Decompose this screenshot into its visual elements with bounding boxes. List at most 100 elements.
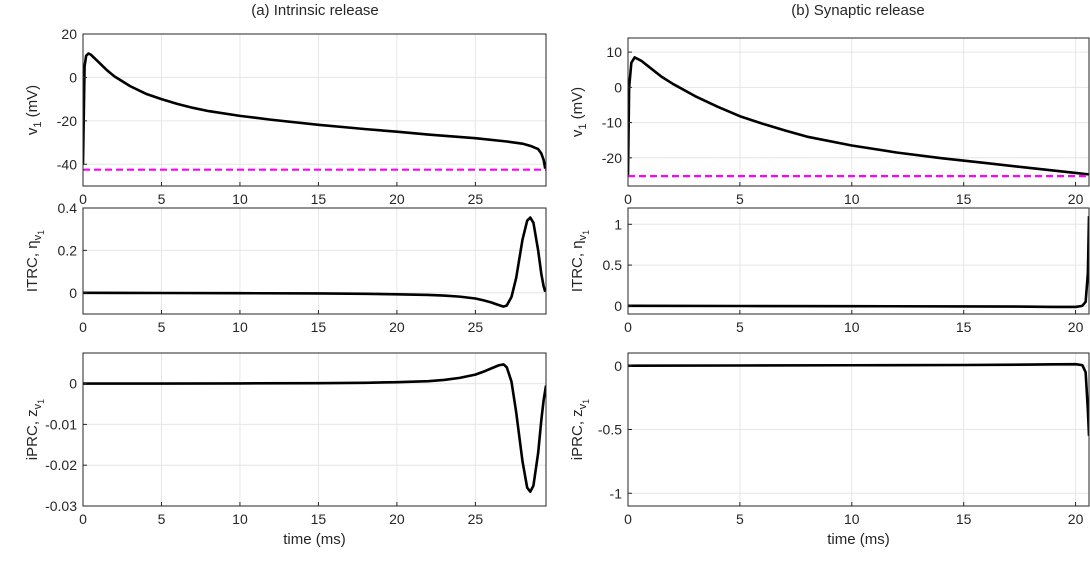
x-tick-label: 15 <box>311 191 327 207</box>
y-axis-label-main: iPRC, z <box>569 409 586 460</box>
x-tick-label: 5 <box>736 191 744 207</box>
y-tick-label: 0 <box>69 285 77 301</box>
x-tick-label: 10 <box>844 511 860 527</box>
y-axis-label-main: v <box>24 127 41 135</box>
x-tick-label: 10 <box>844 191 860 207</box>
y-axis-label-suffix: (mV) <box>569 87 586 124</box>
plot-area <box>83 353 546 506</box>
y-tick-label: 0 <box>69 69 77 85</box>
series-line <box>628 362 1089 436</box>
x-axis-label: time (ms) <box>827 531 890 548</box>
x-tick-label: 5 <box>158 319 166 335</box>
y-tick-label: -0.03 <box>45 498 77 514</box>
y-tick-label: 0.5 <box>603 257 623 273</box>
y-axis-label-main: ITRC, η <box>24 240 41 292</box>
y-tick-label: -0.01 <box>45 416 77 432</box>
y-axis-label: iPRC, zv1 <box>569 399 591 460</box>
y-axis-label-subsub: 1 <box>36 399 46 404</box>
y-axis-label-subsub: 1 <box>581 399 591 404</box>
y-axis-label-sub: v <box>32 403 44 409</box>
x-tick-label: 15 <box>956 191 972 207</box>
plot-area <box>83 208 546 314</box>
panel-title-b: (b) Synaptic release <box>791 2 924 19</box>
series-line <box>628 56 1089 176</box>
y-tick-label: -0.5 <box>598 422 622 438</box>
y-tick-label: 20 <box>61 26 77 42</box>
x-tick-label: 0 <box>79 191 87 207</box>
y-tick-label: 1 <box>614 216 622 232</box>
x-tick-label: 5 <box>158 191 166 207</box>
series-line <box>83 363 546 494</box>
y-axis-label-sub: v <box>577 234 589 240</box>
x-tick-label: 0 <box>624 319 632 335</box>
axes-box <box>82 207 547 315</box>
series-line <box>83 52 546 169</box>
y-axis-label: ITRC, ηv1 <box>24 230 46 292</box>
x-tick-label: 0 <box>624 511 632 527</box>
x-tick-label: 5 <box>158 511 166 527</box>
y-axis-label-subsub: 1 <box>581 230 591 235</box>
panel-title-a: (a) Intrinsic release <box>251 2 379 19</box>
y-axis-label-main: iPRC, z <box>24 409 41 460</box>
x-tick-label: 20 <box>1068 511 1084 527</box>
x-tick-label: 20 <box>389 511 405 527</box>
x-tick-label: 15 <box>956 511 972 527</box>
x-tick-label: 0 <box>79 511 87 527</box>
x-tick-label: 0 <box>79 319 87 335</box>
y-axis-label-main: ITRC, η <box>569 240 586 292</box>
y-axis-label: iPRC, zv1 <box>24 399 46 460</box>
y-tick-label: 10 <box>606 44 622 60</box>
plot-area <box>83 34 546 186</box>
x-tick-label: 25 <box>468 511 484 527</box>
x-tick-label: 0 <box>624 191 632 207</box>
plot-a1: 0 5 10 15 20 25 -40 -20 0 20 v1 (mV) <box>24 26 547 207</box>
x-tick-label: 5 <box>736 319 744 335</box>
y-tick-label: -0.02 <box>45 457 77 473</box>
y-tick-label: -1 <box>610 485 623 501</box>
y-tick-label: 0 <box>614 298 622 314</box>
x-tick-label: 10 <box>844 319 860 335</box>
x-tick-label: 15 <box>956 319 972 335</box>
y-axis-label-subsub: 1 <box>36 230 46 235</box>
y-tick-label: -10 <box>602 115 622 131</box>
y-axis-label-sub: 1 <box>32 122 44 128</box>
axes-box <box>82 352 547 507</box>
y-tick-label: 0 <box>614 358 622 374</box>
x-tick-label: 20 <box>1068 319 1084 335</box>
y-axis-label: v1 (mV) <box>569 87 589 137</box>
x-axis-label: time (ms) <box>283 531 346 548</box>
axes-box <box>627 37 1090 187</box>
y-axis-label-sub: v <box>577 403 589 409</box>
y-axis-label: v1 (mV) <box>24 85 44 135</box>
plot-b1: 0 5 10 15 20 -20 -10 0 10 v1 (mV) <box>569 37 1090 207</box>
axes-box <box>82 33 547 187</box>
x-tick-label: 15 <box>311 511 327 527</box>
y-tick-label: 0 <box>69 376 77 392</box>
x-tick-label: 10 <box>232 191 248 207</box>
y-tick-label: -20 <box>57 113 77 129</box>
y-tick-label: 0 <box>614 79 622 95</box>
y-tick-label: 0.4 <box>58 200 78 216</box>
series-line <box>628 216 1089 309</box>
x-tick-label: 20 <box>1068 191 1084 207</box>
y-axis-label-sub: v <box>32 234 44 240</box>
y-tick-label: 0.2 <box>58 242 78 258</box>
x-tick-label: 25 <box>468 191 484 207</box>
x-tick-label: 10 <box>232 511 248 527</box>
plot-area <box>628 38 1089 186</box>
y-axis-label-suffix: (mV) <box>24 85 41 122</box>
x-tick-label: 20 <box>389 191 405 207</box>
series-line <box>83 216 546 308</box>
plot-a3: 0 5 10 15 20 25 -0.03 -0.02 -0.01 0 time (ms) iPRC,… <box>24 352 547 548</box>
plot-area <box>628 208 1089 314</box>
y-axis-label-main: v <box>569 129 586 137</box>
plot-a2: 0 5 10 15 20 25 0 0.2 0.4 ITRC, ηv1 <box>24 200 547 335</box>
axes-box <box>627 207 1090 315</box>
x-tick-label: 15 <box>311 319 327 335</box>
y-tick-label: -20 <box>602 150 622 166</box>
plot-b3: 0 5 10 15 20 -1 -0.5 0 time (ms) iPRC, zv1 <box>569 352 1090 548</box>
x-tick-label: 5 <box>736 511 744 527</box>
x-tick-label: 20 <box>389 319 405 335</box>
